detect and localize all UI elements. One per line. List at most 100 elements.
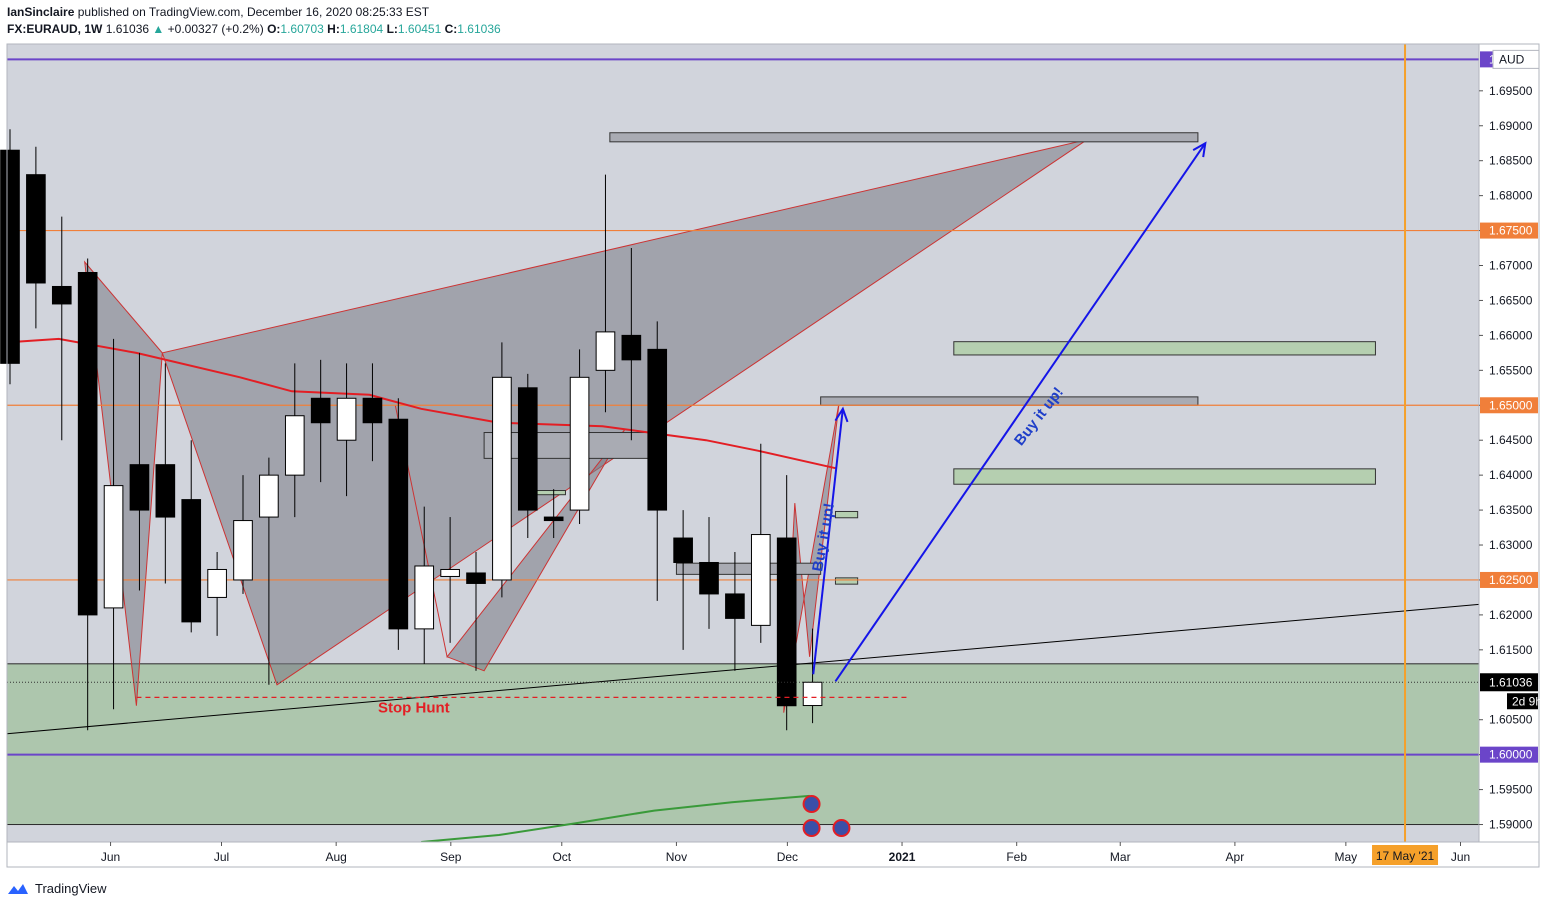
level-price-tag[interactable] <box>1480 222 1538 239</box>
candle[interactable] <box>595 174 616 413</box>
level-price-tag[interactable] <box>1480 571 1538 588</box>
level-price-tag[interactable] <box>1480 746 1538 763</box>
buy-arrow[interactable] <box>812 406 849 675</box>
economic-event-icon[interactable] <box>832 819 851 837</box>
demand-box[interactable] <box>834 577 859 585</box>
candle-body <box>155 464 176 518</box>
ohlc-legend: FX:EURAUD, 1W 1.61036 ▲ +0.00327 (+0.2%)… <box>7 22 501 36</box>
candle[interactable] <box>440 517 460 643</box>
candle[interactable] <box>26 146 46 329</box>
tradingview-logo-icon <box>8 883 28 894</box>
date-marker-tag[interactable] <box>1372 845 1439 865</box>
candle[interactable] <box>181 440 202 633</box>
harmonic-pattern[interactable] <box>394 405 626 672</box>
candle-body <box>440 568 460 577</box>
demand-box[interactable] <box>953 468 1376 485</box>
candle[interactable] <box>336 363 357 497</box>
candle[interactable] <box>155 363 176 584</box>
currency-label: AUD <box>1499 52 1525 66</box>
demand-box[interactable] <box>834 510 859 519</box>
price-tick-label: 1.59500 <box>1489 783 1533 797</box>
price-tick-label: 1.69500 <box>1489 84 1533 98</box>
price-tick-label: 1.67000 <box>1489 259 1533 273</box>
close-value: 1.61036 <box>457 22 501 36</box>
candle-body <box>26 174 46 284</box>
time-axis[interactable]: Jun Jul Aug Sep Oct Nov Dec 2021 Feb Mar Apr May Jun… <box>6 841 1540 868</box>
resistance-box[interactable] <box>483 432 655 459</box>
candle[interactable] <box>776 475 797 731</box>
price-tick-label: 1.64500 <box>1489 433 1533 447</box>
brand-name[interactable]: TradingView <box>35 881 107 896</box>
candle[interactable] <box>0 129 20 385</box>
moving-average-green <box>421 794 810 843</box>
candle[interactable] <box>103 338 124 710</box>
candle[interactable] <box>129 352 150 591</box>
time-tick-label: Feb <box>1006 850 1027 864</box>
resistance-box[interactable] <box>820 396 1199 406</box>
economic-event-icon[interactable] <box>802 795 821 813</box>
candle[interactable] <box>259 457 279 685</box>
candle[interactable] <box>414 506 435 664</box>
time-tick-label: 2021 <box>889 850 916 864</box>
time-tick-label: Jun <box>101 850 120 864</box>
candle-body <box>802 681 823 707</box>
candle[interactable] <box>51 216 72 441</box>
trendline[interactable] <box>6 603 1480 735</box>
resistance-box[interactable] <box>609 132 1199 143</box>
candle-body <box>621 334 642 361</box>
candle[interactable] <box>750 443 771 643</box>
author-name[interactable]: IanSinclaire <box>7 5 75 19</box>
time-tick-label: Jun <box>1451 850 1470 864</box>
change-value: +0.00327 (+0.2%) <box>167 22 264 36</box>
current-price-tag[interactable] <box>1480 673 1538 692</box>
candle[interactable] <box>621 248 642 441</box>
price-axis[interactable]: 1.59000 1.59500 1.60000 1.60500 1.61500 1.620… <box>1478 43 1542 843</box>
price-tick-label: 1.61500 <box>1489 643 1533 657</box>
economic-event-icon[interactable] <box>802 819 821 837</box>
countdown-tag <box>1507 693 1538 710</box>
time-tick-label: May <box>1335 850 1358 864</box>
candle[interactable] <box>388 398 409 650</box>
candle[interactable] <box>673 510 693 650</box>
candle[interactable] <box>725 552 745 671</box>
candle-body <box>725 593 745 619</box>
candle[interactable] <box>543 489 564 539</box>
candle-body <box>647 348 668 511</box>
currency-tag[interactable] <box>1492 49 1540 69</box>
support-zone[interactable] <box>6 663 1480 826</box>
candle[interactable] <box>233 475 253 594</box>
price-tick-label: 1.65500 <box>1489 363 1533 377</box>
candle[interactable] <box>362 363 383 462</box>
candle-body <box>336 397 357 441</box>
candle[interactable] <box>699 517 719 629</box>
candle[interactable] <box>310 359 331 483</box>
level-price-tag[interactable] <box>1480 397 1538 414</box>
candle-body <box>77 271 98 616</box>
candle-body <box>259 474 279 518</box>
level-price-label: 1.60000 <box>1489 748 1533 762</box>
candle[interactable] <box>647 321 668 601</box>
time-tick-label: Aug <box>325 850 346 864</box>
arrow-shaft <box>812 408 844 675</box>
buy-arrow[interactable] <box>834 141 1207 682</box>
candle[interactable] <box>517 373 538 539</box>
symbol-label[interactable]: FX:EURAUD, 1W <box>7 22 103 36</box>
demand-box[interactable] <box>953 341 1376 356</box>
price-tick-label: 1.66000 <box>1489 328 1533 342</box>
candle[interactable] <box>802 628 823 724</box>
candle[interactable] <box>492 342 512 598</box>
resistance-box[interactable] <box>675 562 822 575</box>
price-tick-label: 1.63500 <box>1489 503 1533 517</box>
candle[interactable] <box>284 363 305 518</box>
candle[interactable] <box>207 552 227 636</box>
candle-body <box>492 376 512 581</box>
candle[interactable] <box>466 552 486 671</box>
footer: TradingView <box>7 881 107 896</box>
countdown-label: 2d 9h <box>1512 694 1542 708</box>
candle[interactable] <box>77 258 98 731</box>
candle[interactable] <box>569 349 590 525</box>
candle-body <box>310 397 331 424</box>
stop-hunt-label[interactable]: Stop Hunt <box>378 700 450 717</box>
